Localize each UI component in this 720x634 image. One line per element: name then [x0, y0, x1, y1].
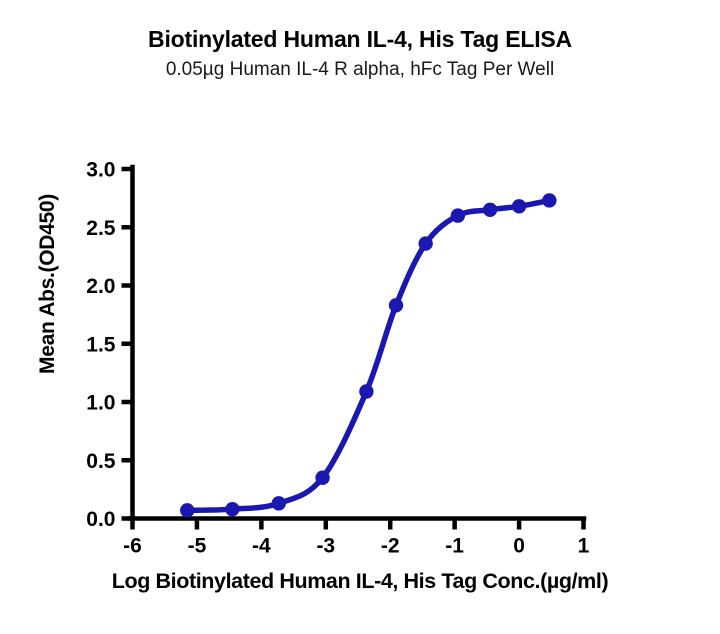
x-tick-label: -1: [445, 535, 464, 558]
chart-subtitle: 0.05µg Human IL-4 R alpha, hFc Tag Per W…: [165, 59, 555, 80]
x-tick-label: -5: [188, 535, 207, 558]
y-tick-label: 3.0: [86, 159, 115, 182]
x-axis-title: Log Biotinylated Human IL-4, His Tag Con…: [111, 569, 609, 593]
y-tick-label: 0.0: [86, 508, 115, 531]
data-point-marker: [180, 503, 195, 518]
y-tick-label: 2.5: [86, 217, 116, 240]
data-point-marker: [482, 202, 498, 217]
x-tick-label: -6: [123, 535, 142, 558]
y-axis-ticks: 0.0 0.5 1.0 1.5 2.0 2.5 3.0: [86, 159, 133, 531]
data-point-marker: [511, 199, 527, 214]
data-point-marker: [225, 501, 240, 517]
data-point-marker: [388, 298, 404, 313]
data-point-marker: [418, 236, 433, 251]
data-point-marker: [542, 193, 557, 208]
x-axis-ticks: -6 -5 -4 -3 -2 -1 0 1: [123, 518, 590, 558]
chart-header: Biotinylated Human IL-4, His Tag ELISA 0…: [0, 24, 720, 84]
x-tick-label: 1: [578, 535, 590, 558]
data-point-marker: [271, 496, 286, 511]
x-tick-label: -2: [381, 535, 400, 558]
data-series-points: [180, 193, 557, 518]
y-tick-label: 1.0: [86, 392, 115, 415]
x-tick-label: 0: [513, 535, 525, 558]
data-point-marker: [315, 470, 330, 485]
x-tick-label: -3: [316, 535, 335, 558]
y-tick-label: 2.0: [86, 275, 115, 298]
data-point-marker: [359, 384, 374, 399]
data-series-line: [184, 197, 553, 514]
y-tick-label: 1.5: [86, 333, 116, 356]
chart-title: Biotinylated Human IL-4, His Tag ELISA: [148, 26, 572, 52]
data-point-marker: [450, 208, 466, 223]
y-tick-label: 0.5: [86, 450, 116, 473]
x-tick-label: -4: [252, 535, 271, 558]
y-axis-title: Mean Abs.(OD450): [36, 194, 59, 374]
